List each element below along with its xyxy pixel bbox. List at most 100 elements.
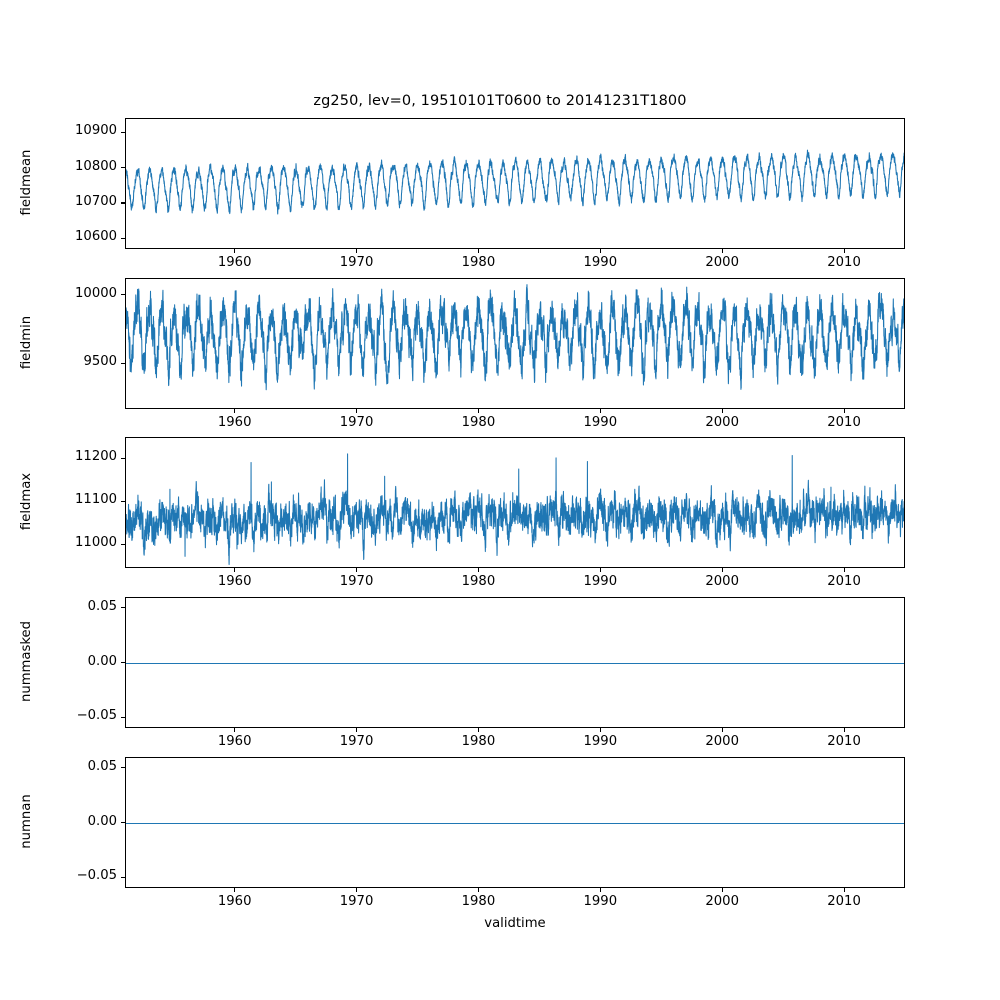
figure-title: zg250, lev=0, 19510101T0600 to 20141231T… [313, 93, 687, 109]
ytick-mark-nummasked-2 [121, 716, 125, 718]
xtick-label-nummasked-3: 1990 [583, 734, 618, 749]
xtick-label-fieldmin-1: 1970 [339, 415, 374, 430]
ytick-mark-numnan-0 [121, 767, 125, 769]
xtick-label-nummasked-0: 1960 [217, 734, 252, 749]
xtick-label-fieldmin-4: 2000 [705, 415, 739, 430]
xtick-mark-numnan-0 [234, 888, 236, 892]
xtick-mark-nummasked-5 [843, 728, 845, 732]
xtick-mark-fieldmin-1 [356, 409, 358, 413]
ytick-mark-nummasked-0 [121, 607, 125, 609]
plot-area-fieldmin [125, 278, 905, 409]
xtick-label-fieldmean-2: 1980 [461, 255, 496, 270]
xtick-label-fieldmax-3: 1990 [583, 574, 618, 589]
xtick-label-numnan-1: 1970 [339, 894, 374, 909]
xtick-label-fieldmax-0: 1960 [217, 574, 252, 589]
ytick-mark-fieldmean-0 [121, 237, 125, 239]
ytick-mark-fieldmin-1 [121, 294, 125, 296]
series-canvas-fieldmin [126, 279, 904, 408]
ytick-mark-fieldmax-0 [121, 543, 125, 545]
xtick-mark-fieldmean-2 [477, 249, 479, 253]
ylabel-nummasked: nummasked [18, 620, 34, 702]
ytick-label-fieldmax-1: 11100 [75, 492, 117, 508]
ytick-label-nummasked-0: 0.05 [87, 598, 117, 614]
xtick-mark-numnan-1 [356, 888, 358, 892]
ylabel-fieldmean: fieldmean [18, 149, 34, 215]
xtick-mark-fieldmax-1 [356, 568, 358, 572]
xtick-mark-nummasked-3 [599, 728, 601, 732]
xtick-mark-numnan-5 [843, 888, 845, 892]
xtick-label-fieldmean-5: 2010 [827, 255, 861, 270]
xtick-mark-fieldmax-2 [477, 568, 479, 572]
ytick-label-fieldmean-0: 10600 [75, 229, 117, 245]
ytick-label-fieldmean-3: 10900 [75, 123, 117, 139]
xtick-mark-numnan-4 [721, 888, 723, 892]
xtick-label-numnan-5: 2010 [827, 894, 861, 909]
xtick-label-fieldmean-0: 1960 [217, 255, 252, 270]
xtick-label-nummasked-1: 1970 [339, 734, 374, 749]
ytick-label-fieldmean-1: 10700 [75, 193, 117, 209]
ylabel-fieldmax: fieldmax [18, 472, 34, 530]
ytick-mark-fieldmean-3 [121, 131, 125, 133]
ytick-mark-fieldmean-2 [121, 167, 125, 169]
xtick-mark-fieldmean-3 [599, 249, 601, 253]
xtick-mark-fieldmin-5 [843, 409, 845, 413]
ytick-mark-fieldmax-2 [121, 457, 125, 460]
xtick-label-fieldmin-3: 1990 [583, 415, 618, 430]
ylabel-fieldmin: fieldmin [18, 315, 34, 369]
xtick-mark-fieldmin-0 [234, 409, 236, 413]
series-canvas-fieldmax [126, 438, 904, 567]
xtick-label-numnan-3: 1990 [583, 894, 618, 909]
xtick-mark-numnan-2 [477, 888, 479, 892]
xtick-mark-numnan-3 [599, 888, 601, 892]
xtick-label-fieldmean-4: 2000 [705, 255, 739, 270]
ytick-label-fieldmin-1: 10000 [75, 285, 117, 301]
series-canvas-numnan [126, 758, 904, 887]
xtick-mark-fieldmean-1 [356, 249, 358, 253]
ytick-label-nummasked-1: 0.00 [87, 653, 117, 669]
ytick-mark-fieldmin-0 [121, 362, 125, 365]
xtick-label-nummasked-5: 2010 [827, 734, 861, 749]
plot-area-numnan [125, 757, 905, 888]
xtick-label-fieldmax-1: 1970 [339, 574, 374, 589]
xtick-mark-fieldmax-5 [843, 568, 845, 572]
ytick-label-numnan-2: −0.05 [76, 868, 117, 884]
xlabel: validtime [484, 916, 546, 931]
xtick-mark-nummasked-1 [356, 728, 358, 732]
ytick-label-nummasked-2: −0.05 [76, 708, 117, 724]
ytick-mark-nummasked-1 [121, 662, 125, 664]
ytick-label-numnan-0: 0.05 [87, 758, 117, 774]
xtick-mark-fieldmax-0 [234, 568, 236, 572]
xtick-mark-nummasked-0 [234, 728, 236, 732]
xtick-mark-fieldmin-3 [599, 409, 601, 413]
xtick-label-fieldmin-2: 1980 [461, 415, 496, 430]
xtick-label-numnan-4: 2000 [705, 894, 739, 909]
ytick-label-fieldmean-2: 10800 [75, 158, 117, 174]
xtick-mark-nummasked-2 [477, 728, 479, 732]
series-canvas-fieldmean [126, 119, 904, 248]
xtick-label-fieldmean-3: 1990 [583, 255, 618, 270]
xtick-label-numnan-2: 1980 [461, 894, 496, 909]
ytick-mark-fieldmax-1 [121, 500, 125, 502]
ytick-label-fieldmin-0: 9500 [83, 354, 117, 370]
ytick-label-fieldmax-0: 11000 [75, 535, 117, 551]
xtick-label-fieldmax-2: 1980 [461, 574, 496, 589]
xtick-mark-fieldmin-4 [721, 409, 723, 413]
xtick-label-fieldmean-1: 1970 [339, 255, 374, 270]
xtick-label-fieldmax-5: 2010 [827, 574, 861, 589]
xtick-label-fieldmax-4: 2000 [705, 574, 739, 589]
xtick-label-nummasked-2: 1980 [461, 734, 496, 749]
xtick-mark-fieldmax-3 [599, 568, 601, 572]
plot-area-nummasked [125, 597, 905, 728]
xtick-mark-fieldmean-0 [234, 249, 236, 253]
xtick-mark-fieldmax-4 [721, 568, 723, 572]
xtick-label-fieldmin-0: 1960 [217, 415, 252, 430]
ytick-mark-fieldmean-1 [121, 202, 125, 204]
ylabel-numnan: numnan [18, 793, 34, 849]
xtick-label-nummasked-4: 2000 [705, 734, 739, 749]
ytick-mark-numnan-1 [121, 822, 125, 824]
xtick-label-numnan-0: 1960 [217, 894, 252, 909]
plot-area-fieldmean [125, 118, 905, 249]
xtick-label-fieldmin-5: 2010 [827, 415, 861, 430]
series-canvas-nummasked [126, 598, 904, 727]
